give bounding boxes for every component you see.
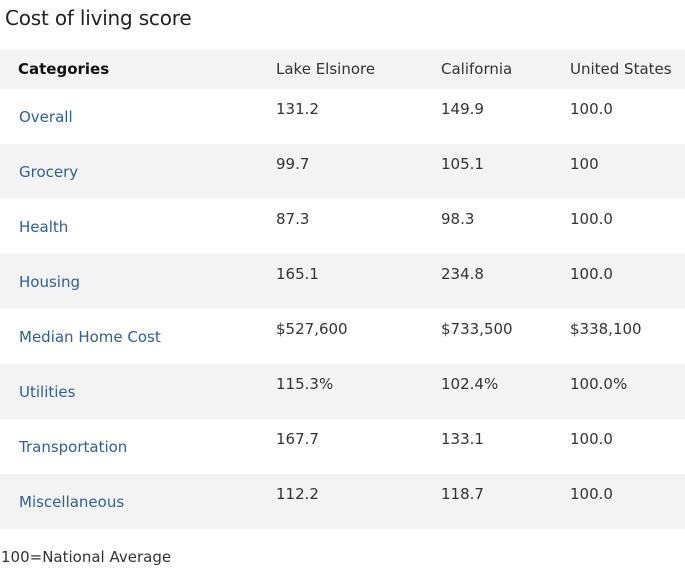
cell-california: 149.9	[441, 100, 484, 118]
table-row: Grocery 99.7 105.1 100	[0, 144, 685, 199]
cell-california: 234.8	[441, 265, 484, 283]
footnote: 100=National Average	[1, 548, 172, 566]
cost-of-living-table: Categories Lake Elsinore California Unit…	[0, 49, 685, 529]
table-row: Utilities 115.3% 102.4% 100.0%	[0, 364, 685, 419]
cell-lake-elsinore: 165.1	[276, 265, 319, 283]
category-link-transportation[interactable]: Transportation	[19, 438, 128, 456]
cell-united-states: 100.0	[570, 430, 613, 448]
cell-california: 118.7	[441, 485, 484, 503]
column-header-united-states: United States	[570, 60, 672, 78]
cell-lake-elsinore: 115.3%	[276, 375, 334, 393]
cell-california: 105.1	[441, 155, 484, 173]
table-row: Transportation 167.7 133.1 100.0	[0, 419, 685, 474]
category-link-overall[interactable]: Overall	[19, 108, 73, 126]
category-link-utilities[interactable]: Utilities	[19, 383, 76, 401]
cell-california: $733,500	[441, 320, 513, 338]
cell-california: 98.3	[441, 210, 475, 228]
cell-lake-elsinore: $527,600	[276, 320, 348, 338]
cell-united-states: $338,100	[570, 320, 642, 338]
table-row: Health 87.3 98.3 100.0	[0, 199, 685, 254]
table-row: Median Home Cost $527,600 $733,500 $338,…	[0, 309, 685, 364]
cell-united-states: 100	[570, 155, 599, 173]
column-header-lake-elsinore: Lake Elsinore	[276, 60, 376, 78]
category-link-grocery[interactable]: Grocery	[19, 163, 79, 181]
category-link-median-home-cost[interactable]: Median Home Cost	[19, 328, 161, 346]
cell-united-states: 100.0	[570, 485, 613, 503]
page-title: Cost of living score	[5, 6, 192, 30]
table-row: Housing 165.1 234.8 100.0	[0, 254, 685, 309]
table-row: Miscellaneous 112.2 118.7 100.0	[0, 474, 685, 529]
table-row: Overall 131.2 149.9 100.0	[0, 89, 685, 144]
cell-united-states: 100.0	[570, 265, 613, 283]
category-link-health[interactable]: Health	[19, 218, 69, 236]
cell-lake-elsinore: 99.7	[276, 155, 310, 173]
cell-united-states: 100.0	[570, 210, 613, 228]
cell-lake-elsinore: 87.3	[276, 210, 310, 228]
cell-united-states: 100.0	[570, 100, 613, 118]
cell-united-states: 100.0%	[570, 375, 628, 393]
column-header-categories: Categories	[18, 60, 110, 78]
cell-lake-elsinore: 112.2	[276, 485, 319, 503]
cell-lake-elsinore: 167.7	[276, 430, 319, 448]
column-header-california: California	[441, 60, 513, 78]
category-link-miscellaneous[interactable]: Miscellaneous	[19, 493, 125, 511]
table-header-row: Categories Lake Elsinore California Unit…	[0, 49, 685, 89]
cell-california: 133.1	[441, 430, 484, 448]
cell-lake-elsinore: 131.2	[276, 100, 319, 118]
cell-california: 102.4%	[441, 375, 499, 393]
category-link-housing[interactable]: Housing	[19, 273, 80, 291]
